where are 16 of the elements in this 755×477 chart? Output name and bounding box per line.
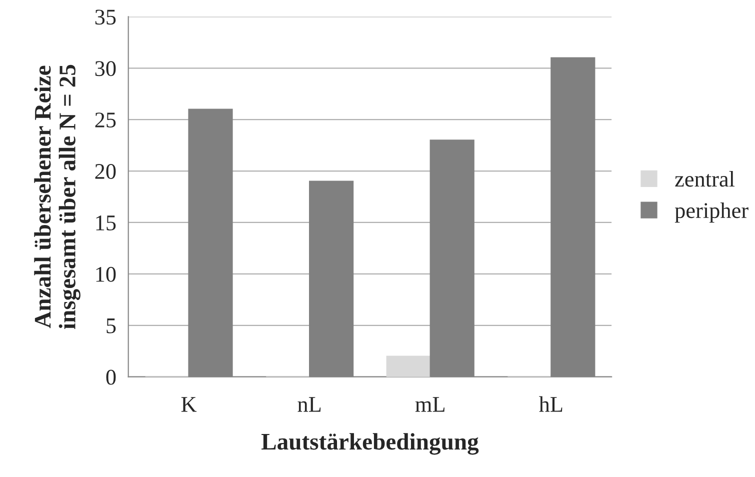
- x-tick-label: hL: [539, 396, 562, 412]
- y-tick-label: 30: [95, 61, 116, 76]
- y-tick-label: 5: [106, 318, 116, 334]
- legend-label: zentral: [675, 171, 735, 187]
- y-tick-label: 0: [106, 370, 116, 385]
- x-tick-label: K: [181, 397, 197, 412]
- y-tick-label: 10: [96, 266, 116, 282]
- y-axis-title: Anzahl übersehener Reize insgesamt über alle N = 25: [34, 64, 80, 330]
- y-tick-label: 25: [95, 112, 116, 128]
- legend-label: peripher: [674, 202, 748, 223]
- y-tick-label: 15: [96, 216, 116, 230]
- y-tick-label: 20: [95, 164, 116, 179]
- x-tick-label: mL: [415, 397, 444, 412]
- x-axis-title: Lautstärkebedingung: [261, 433, 479, 455]
- x-tick-label: nL: [298, 397, 321, 412]
- y-tick-label: 35: [95, 10, 116, 25]
